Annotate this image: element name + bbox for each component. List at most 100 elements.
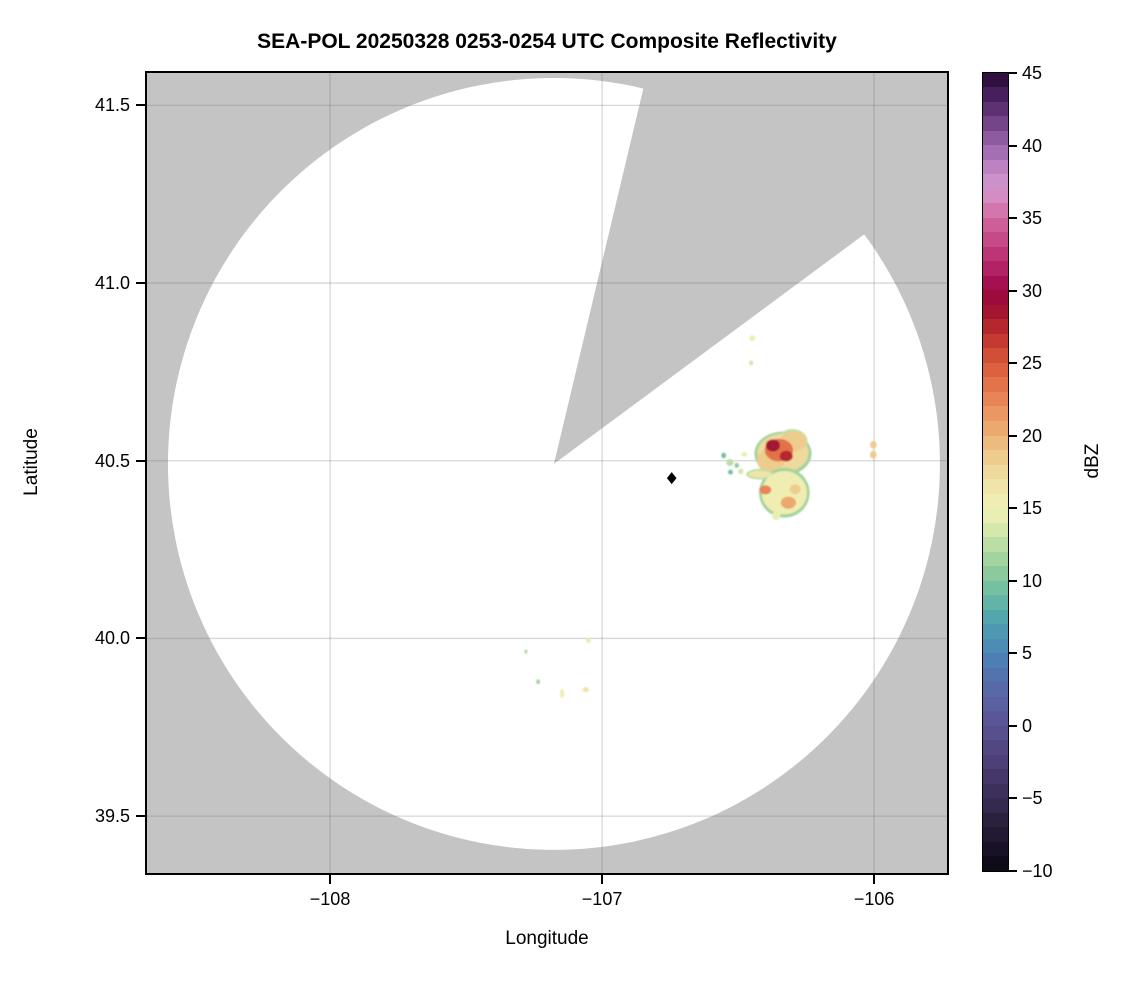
y-tick-label: 40.5 [94,450,130,471]
colorbar-tick-label: 5 [1022,643,1033,664]
colorbar-band [982,638,1008,654]
echo-blob [582,687,590,693]
colorbar-tick-mark [1009,217,1017,220]
colorbar-band [982,682,1008,697]
colorbar-band [982,653,1008,668]
colorbar-band [982,537,1008,552]
colorbar-band [982,508,1008,523]
colorbar-band [982,275,1008,291]
colorbar-tick-mark [1009,144,1017,147]
echo-blob [749,335,756,341]
colorbar-band [982,159,1008,175]
colorbar-band [982,406,1008,421]
colorbar-band [982,188,1008,204]
x-tick-mark [601,875,604,884]
colorbar-tick-label: 0 [1022,715,1033,736]
colorbar-band [982,246,1008,262]
colorbar-tick-label: 10 [1022,570,1043,591]
x-tick-label: −107 [581,889,623,909]
colorbar-band [982,435,1008,451]
colorbar-band [982,798,1008,813]
echo-blob [870,450,877,459]
chart-title: SEA-POL 20250328 0253-0254 UTC Composite… [257,30,837,53]
colorbar-band [982,696,1008,712]
colorbar-band [982,464,1008,480]
colorbar-tick-label: −10 [1022,861,1053,881]
y-tick-label: 41.5 [94,95,130,116]
colorbar-band [982,812,1008,828]
colorbar-tick-mark [1009,434,1017,437]
colorbar-tick-mark [1009,362,1017,365]
colorbar-tick-label: 40 [1022,135,1043,156]
colorbar-band [982,856,1008,871]
colorbar-band [982,551,1008,567]
site-marker-diamond [666,472,677,485]
colorbar-band [982,333,1008,349]
x-tick-label: −108 [309,889,351,909]
colorbar-tick-label: 25 [1022,353,1043,374]
reflectivity-echoes [524,335,877,699]
colorbar-band [982,101,1008,117]
colorbar-band [982,362,1008,378]
echo-blob [586,637,591,644]
echo-blob [771,511,781,521]
y-tick-label: 40.0 [94,628,130,649]
colorbar-tick-label: 45 [1022,63,1043,83]
x-tick-label: −106 [853,889,895,909]
colorbar-tick-label: 30 [1022,280,1043,301]
colorbar-band [982,232,1008,247]
colorbar-tick-mark [1009,724,1017,727]
colorbar-band [982,391,1008,407]
y-tick-label: 41.0 [94,273,130,294]
colorbar-band [982,580,1008,596]
colorbar-band [982,783,1008,799]
colorbar-band [982,348,1008,363]
colorbar-band [982,261,1008,276]
colorbar-band [982,841,1008,857]
colorbar-band [982,217,1008,233]
colorbar-band [982,667,1008,683]
map-plot-area [145,71,949,875]
colorbar-band [982,304,1008,320]
colorbar-band [982,290,1008,305]
x-axis-label: Longitude [505,928,589,949]
blocked-sector [553,73,901,464]
echo-blob [726,458,734,467]
colorbar-band [982,769,1008,784]
colorbar-band [982,203,1008,218]
radar-map [147,73,947,873]
colorbar-band [982,609,1008,625]
echo-blob [780,496,797,509]
colorbar-band [982,377,1008,392]
colorbar-band [982,72,1008,88]
echo-blob [748,470,772,478]
echo-blob [728,469,733,475]
colorbar-tick-mark [1009,289,1017,292]
y-tick-mark [136,282,145,285]
colorbar-tick-label: 20 [1022,425,1043,446]
echo-blob [789,484,801,495]
colorbar-band [982,450,1008,465]
y-axis-label: Latitude [21,428,42,496]
colorbar-band [982,420,1008,436]
colorbar-band [982,319,1008,334]
colorbar-tick-mark [1009,797,1017,800]
colorbar-tick-mark [1009,579,1017,582]
colorbar-tick-label: 35 [1022,208,1043,229]
colorbar-tick-mark [1009,507,1017,510]
colorbar-band [982,87,1008,102]
y-tick-mark [136,459,145,462]
colorbar [981,71,1009,872]
echo-blob [524,649,528,654]
y-tick-label: 39.5 [94,806,130,827]
colorbar-label: dBZ [1082,443,1103,479]
colorbar-tick-mark [1009,72,1017,74]
echo-blob [748,360,754,366]
colorbar-band [982,827,1008,842]
echo-blob [559,688,565,699]
x-tick-mark [873,875,876,884]
echo-blob [536,679,541,685]
colorbar-band [982,740,1008,755]
echo-blob [741,452,748,457]
colorbar-band [982,711,1008,726]
